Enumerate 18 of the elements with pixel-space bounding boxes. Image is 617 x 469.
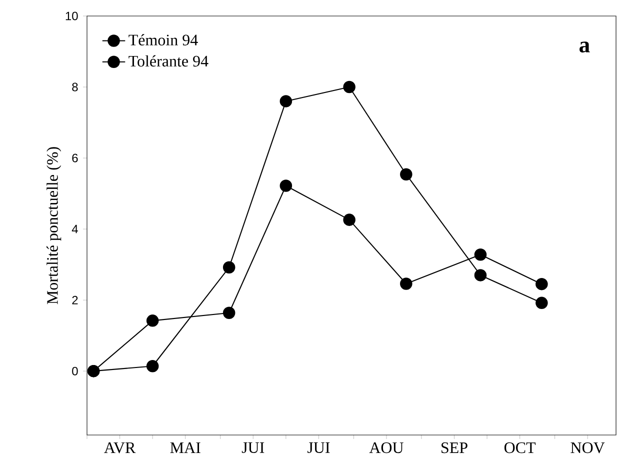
annotation: a (580, 42, 590, 53)
x-tick-label: OCT (504, 442, 536, 454)
x-tick-label: AOU (369, 442, 404, 454)
x-tick-label: SEP (442, 442, 468, 454)
y-tick-label: 8 (72, 82, 78, 92)
legend-label: Tolérante 94 (128, 55, 208, 67)
y-tick-label: 6 (72, 154, 78, 162)
x-tick-label: NOV (570, 442, 605, 454)
y-tick-label: 4 (72, 224, 78, 234)
y-axis-title: Mortalité ponctuelle (%) (46, 147, 62, 304)
legend-label: Témoin 94 (128, 34, 198, 46)
x-tick-label: JUI (242, 442, 264, 453)
x-tick-label: MAI (170, 442, 200, 453)
x-tick-label: AVR (104, 442, 136, 454)
y-tick-label: 2 (72, 296, 78, 304)
x-tick-label: JUI (307, 442, 330, 453)
y-tick-label: 10 (66, 12, 78, 20)
y-tick-label: 0 (72, 366, 78, 376)
